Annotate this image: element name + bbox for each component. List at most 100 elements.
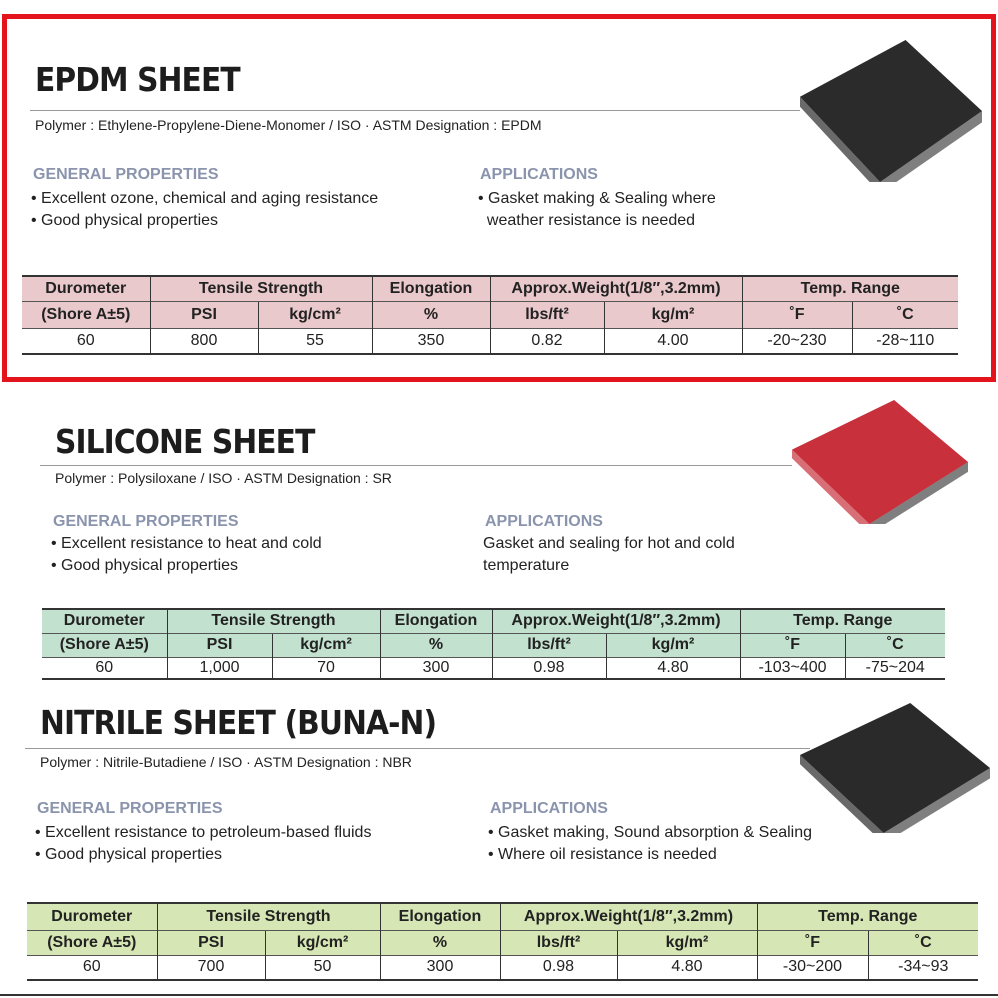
table-cell: 55 (257, 327, 372, 355)
table-cell: 0.82 (489, 327, 604, 355)
title-rule (30, 110, 800, 111)
table-subheader-cell: kg/m² (603, 300, 742, 328)
table-header-row: Durometer Tensile Strength Elongation Appro… (22, 275, 958, 301)
general-property-item: • Excellent resistance to petroleum-base… (35, 824, 372, 841)
sheet-image (792, 400, 968, 534)
table-cell: 60 (42, 656, 167, 680)
application-item: weather resistance is needed (478, 212, 696, 229)
table-header-cell: Durometer (42, 608, 167, 633)
table-subheader-cell: lbs/ft² (491, 632, 606, 657)
sheet-image (800, 703, 990, 844)
table-cell: -103~400 (739, 656, 845, 680)
table-subheader-cell: kg/m² (605, 632, 740, 657)
application-item: Gasket and sealing for hot and cold (483, 535, 735, 552)
table-subheader-cell: lbs/ft² (499, 929, 617, 955)
table-cell: 300 (379, 656, 492, 680)
table-row: 60 1,000 70 300 0.98 4.80 -103~400 -75~204 (42, 656, 945, 680)
application-item: • Gasket making, Sound absorption & Seal… (488, 824, 813, 841)
bottom-rule (0, 994, 998, 996)
table-subheader-cell: ˚F (756, 929, 868, 955)
table-cell: -28~110 (851, 327, 958, 355)
highlight-box (2, 14, 996, 382)
table-subheader-cell: ˚F (741, 300, 852, 328)
table-subheader-cell: kg/cm² (257, 300, 372, 328)
title-rule (25, 748, 810, 749)
table-subheader-cell: (Shore A±5) (22, 300, 150, 328)
table-header-cell: Elongation (379, 608, 492, 633)
table-header-row: Durometer Tensile Strength Elongation Appro… (27, 902, 978, 930)
table-row: 60 700 50 300 0.98 4.80 -30~200 -34~93 (27, 954, 978, 981)
table-subheader-cell: % (379, 929, 500, 955)
table-header-cell: Temp. Range (739, 608, 945, 633)
table-cell: 50 (264, 954, 380, 981)
table-subheader-cell: ˚C (851, 300, 958, 328)
section-title: EPDM SHEET (35, 60, 241, 99)
applications-heading: APPLICATIONS (480, 166, 598, 183)
table-cell: -20~230 (741, 327, 852, 355)
table-subheader-cell: PSI (156, 929, 265, 955)
table-header-cell: Tensile Strength (156, 902, 380, 930)
general-property-item: • Good physical properties (31, 212, 219, 229)
table-subheader-cell: ˚F (739, 632, 845, 657)
general-properties-heading: GENERAL PROPERTIES (37, 800, 223, 817)
table-subheader-cell: ˚C (867, 929, 978, 955)
table-cell: 4.00 (603, 327, 742, 355)
table-subheader-cell: PSI (149, 300, 258, 328)
table-cell: 350 (371, 327, 490, 355)
table-row: 60 800 55 350 0.82 4.00 -20~230 -28~110 (22, 327, 958, 355)
general-property-item: • Excellent ozone, chemical and aging re… (31, 190, 379, 207)
general-property-item: • Good physical properties (51, 557, 239, 574)
title-rule (40, 465, 792, 466)
table-cell: 1,000 (166, 656, 272, 680)
table-cell: 700 (156, 954, 265, 981)
application-item: • Gasket making & Sealing where (478, 190, 716, 207)
polymer-designation: Polymer : Nitrile-Butadiene / ISO · ASTM… (40, 754, 412, 770)
sheet-image (800, 40, 982, 194)
table-header-cell: Temp. Range (741, 275, 958, 301)
table-header-cell: Tensile Strength (166, 608, 380, 633)
table-subheader-cell: (Shore A±5) (27, 929, 157, 955)
table-header-cell: Temp. Range (756, 902, 978, 930)
applications-heading: APPLICATIONS (485, 513, 603, 530)
application-item: • Where oil resistance is needed (488, 846, 717, 863)
table-cell: 4.80 (605, 656, 740, 680)
table-cell: -75~204 (844, 656, 945, 680)
section-title: NITRILE SHEET (BUNA-N) (40, 703, 437, 742)
properties-table: Durometer Tensile Strength Elongation Appro… (22, 275, 958, 355)
table-subheader-cell: ˚C (844, 632, 945, 657)
table-subheader-row: (Shore A±5) PSI kg/cm²% lbs/ft² kg/m² ˚F ˚C (22, 300, 958, 328)
table-subheader-cell: lbs/ft² (489, 300, 604, 328)
general-property-item: • Excellent resistance to heat and cold (51, 535, 322, 552)
table-cell: 0.98 (499, 954, 617, 981)
table-cell: 60 (22, 327, 150, 355)
table-header-row: Durometer Tensile Strength Elongation Appro… (42, 608, 945, 633)
polymer-designation: Polymer : Polysiloxane / ISO · ASTM Desi… (55, 470, 392, 486)
table-header-cell: Approx.Weight(1/8″,3.2mm) (499, 902, 757, 930)
general-property-item: • Good physical properties (35, 846, 223, 863)
table-cell: 4.80 (616, 954, 757, 981)
table-header-cell: Durometer (22, 275, 150, 301)
table-header-cell: Approx.Weight(1/8″,3.2mm) (491, 608, 740, 633)
table-cell: 800 (149, 327, 258, 355)
table-subheader-cell: kg/cm² (264, 929, 380, 955)
polymer-designation: Polymer : Ethylene-Propylene-Diene-Monom… (35, 117, 542, 133)
table-subheader-cell: PSI (166, 632, 272, 657)
table-subheader-cell: % (379, 632, 492, 657)
properties-table: Durometer Tensile Strength Elongation Appro… (27, 902, 978, 981)
table-header-cell: Durometer (27, 902, 157, 930)
table-cell: 300 (379, 954, 500, 981)
table-header-cell: Elongation (371, 275, 490, 301)
table-cell: -34~93 (867, 954, 978, 981)
table-header-cell: Approx.Weight(1/8″,3.2mm) (489, 275, 742, 301)
application-item: temperature (483, 557, 570, 574)
table-cell: 70 (271, 656, 380, 680)
table-cell: 0.98 (491, 656, 606, 680)
table-subheader-cell: kg/cm² (271, 632, 380, 657)
table-subheader-row: (Shore A±5) PSI kg/cm²% lbs/ft² kg/m² ˚F ˚C (42, 632, 945, 657)
general-properties-heading: GENERAL PROPERTIES (53, 513, 239, 530)
table-subheader-cell: kg/m² (616, 929, 757, 955)
table-subheader-cell: % (371, 300, 490, 328)
section-title: SILICONE SHEET (55, 422, 315, 461)
table-subheader-cell: (Shore A±5) (42, 632, 167, 657)
general-properties-heading: GENERAL PROPERTIES (33, 166, 219, 183)
